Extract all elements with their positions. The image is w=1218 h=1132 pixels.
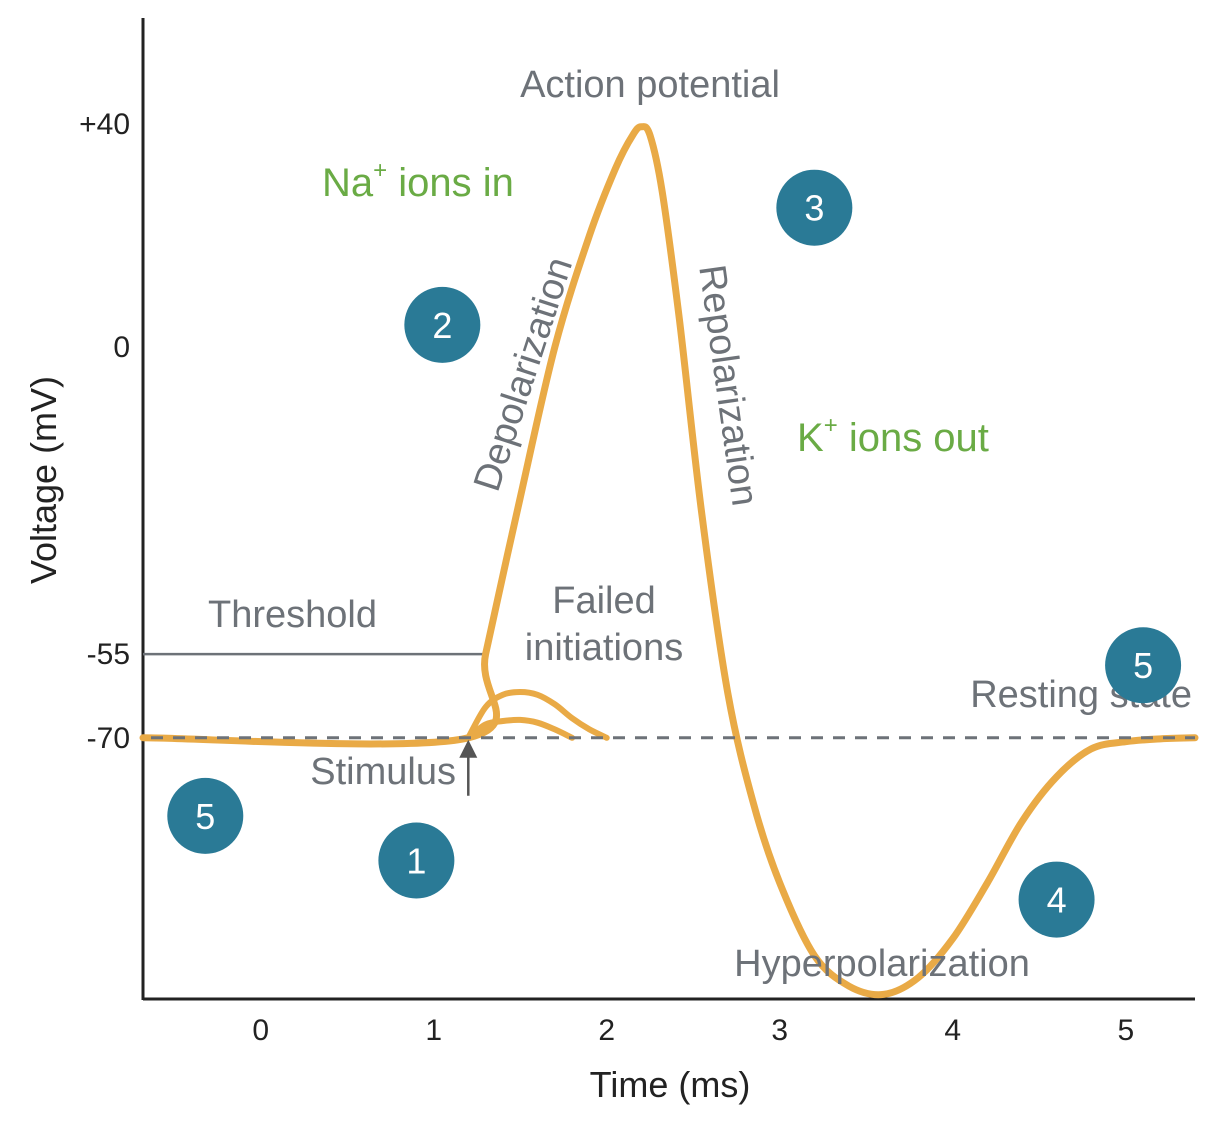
na-ions-charge: +: [373, 157, 387, 184]
phase-badge-number: 5: [1133, 645, 1153, 686]
phase-badge-circle: [378, 822, 455, 899]
phase-badge-5: 5: [1105, 627, 1182, 704]
repolarization-label: Repolarization: [690, 262, 765, 508]
failed-initiation-curve: [465, 689, 610, 741]
y-tick-label: -70: [87, 722, 130, 755]
phase-badge-4: 4: [1018, 861, 1095, 938]
x-tick-label: 4: [944, 1014, 961, 1047]
hyperpolarization-label: Hyperpolarization: [734, 943, 1030, 985]
x-tick-label: 3: [771, 1014, 788, 1047]
phase-badge-number: 1: [406, 841, 426, 882]
phase-badge-number: 4: [1047, 880, 1067, 921]
stimulus-label: Stimulus: [310, 751, 456, 793]
na-ions-label: Na+ ions in: [322, 157, 514, 205]
na-ions-rest: ions in: [387, 161, 514, 205]
x-tick-label: 1: [425, 1014, 442, 1047]
y-tick-labels: +40 0 -55 -70: [79, 108, 130, 755]
phase-badge-circle: [776, 169, 853, 246]
k-ions-element: K: [797, 416, 824, 460]
phase-badge-5: 5: [167, 777, 244, 854]
phase-badge-circle: [167, 777, 244, 854]
action-potential-curve: [139, 123, 1199, 999]
k-ions-label: K+ ions out: [797, 412, 989, 460]
failed-initiations-label-1: Failed: [552, 580, 656, 622]
x-tick-label: 2: [598, 1014, 615, 1047]
phase-badges: 1 2 3 4 5 5: [167, 169, 1182, 938]
depolarization-label: Depolarization: [466, 252, 581, 496]
y-tick-label: +40: [79, 108, 130, 141]
k-ions-rest: ions out: [838, 416, 989, 460]
threshold-label: Threshold: [208, 594, 377, 636]
x-axis-title: Time (ms): [590, 1064, 751, 1105]
x-tick-labels: 0 1 2 3 4 5: [252, 1014, 1134, 1047]
stimulus-arrow-head: [459, 739, 478, 758]
y-tick-label: -55: [87, 638, 130, 671]
failed-initiations-label-2: initiations: [525, 627, 683, 669]
phase-badge-circle: [404, 286, 481, 363]
phase-badge-1: 1: [378, 822, 455, 899]
failed-initiation-curve: [465, 716, 576, 741]
phase-badge-circle: [1105, 627, 1182, 704]
action-potential-label: Action potential: [520, 64, 780, 106]
phase-badge-number: 2: [432, 305, 452, 346]
x-tick-label: 0: [252, 1014, 269, 1047]
curves: [139, 123, 1199, 999]
stimulus-arrow: [459, 739, 478, 796]
phase-badge-number: 3: [804, 188, 824, 229]
phase-badge-2: 2: [404, 286, 481, 363]
phase-badge-3: 3: [776, 169, 853, 246]
phase-badge-number: 5: [195, 796, 215, 837]
y-axis-title: Voltage (mV): [23, 376, 64, 584]
x-tick-label: 5: [1117, 1014, 1134, 1047]
phase-badge-circle: [1018, 861, 1095, 938]
k-ions-charge: +: [824, 412, 838, 439]
y-tick-label: 0: [113, 331, 130, 364]
na-ions-element: Na: [322, 161, 374, 205]
